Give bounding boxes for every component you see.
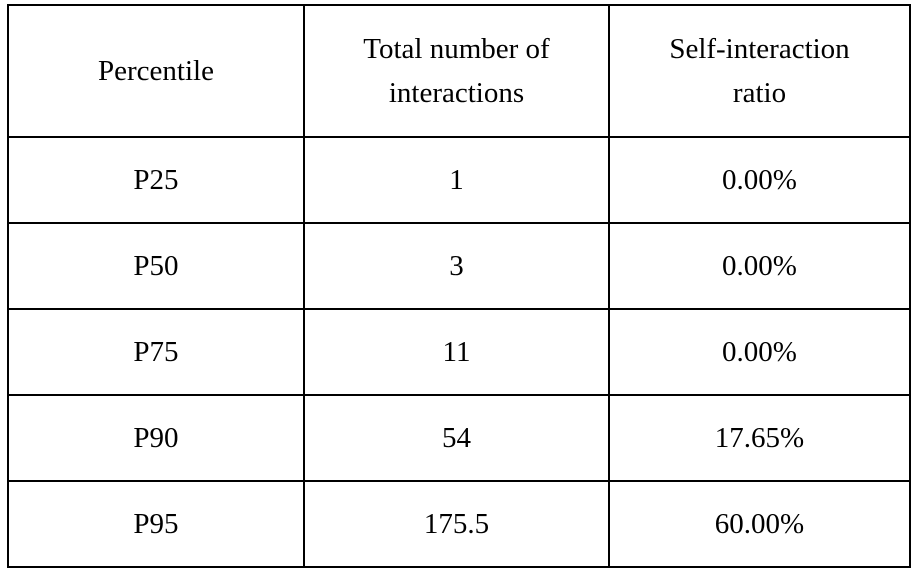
cell-self-interaction-ratio: 60.00%	[608, 480, 911, 568]
cell-percentile: P50	[7, 222, 305, 310]
header-cell-self-interaction-ratio: Self-interaction ratio	[608, 4, 911, 138]
cell-percentile: P75	[7, 308, 305, 396]
table-row: P25 1 0.00%	[7, 136, 911, 224]
cell-percentile: P90	[7, 394, 305, 482]
table-header-row: Percentile Total number of interactions …	[7, 4, 911, 138]
cell-total-interactions: 54	[303, 394, 610, 482]
header-self-interaction-ratio-line1: Self-interaction	[669, 33, 850, 65]
header-total-interactions-line2: interactions	[388, 77, 525, 109]
header-percentile-label: Percentile	[98, 55, 214, 87]
table-row: P75 11 0.00%	[7, 308, 911, 396]
cell-percentile: P95	[7, 480, 305, 568]
header-self-interaction-ratio-line2: ratio	[732, 77, 787, 109]
header-cell-total-interactions: Total number of interactions	[303, 4, 610, 138]
cell-self-interaction-ratio: 0.00%	[608, 136, 911, 224]
cell-total-interactions: 1	[303, 136, 610, 224]
cell-percentile: P25	[7, 136, 305, 224]
cell-total-interactions: 3	[303, 222, 610, 310]
cell-self-interaction-ratio: 0.00%	[608, 308, 911, 396]
header-total-interactions-line1: Total number of	[363, 33, 550, 65]
table-row: P50 3 0.00%	[7, 222, 911, 310]
cell-self-interaction-ratio: 0.00%	[608, 222, 911, 310]
table-row: P95 175.5 60.00%	[7, 480, 911, 568]
header-cell-percentile: Percentile	[7, 4, 305, 138]
percentile-table: Percentile Total number of interactions …	[7, 4, 911, 568]
cell-total-interactions: 11	[303, 308, 610, 396]
table-row: P90 54 17.65%	[7, 394, 911, 482]
cell-self-interaction-ratio: 17.65%	[608, 394, 911, 482]
cell-total-interactions: 175.5	[303, 480, 610, 568]
